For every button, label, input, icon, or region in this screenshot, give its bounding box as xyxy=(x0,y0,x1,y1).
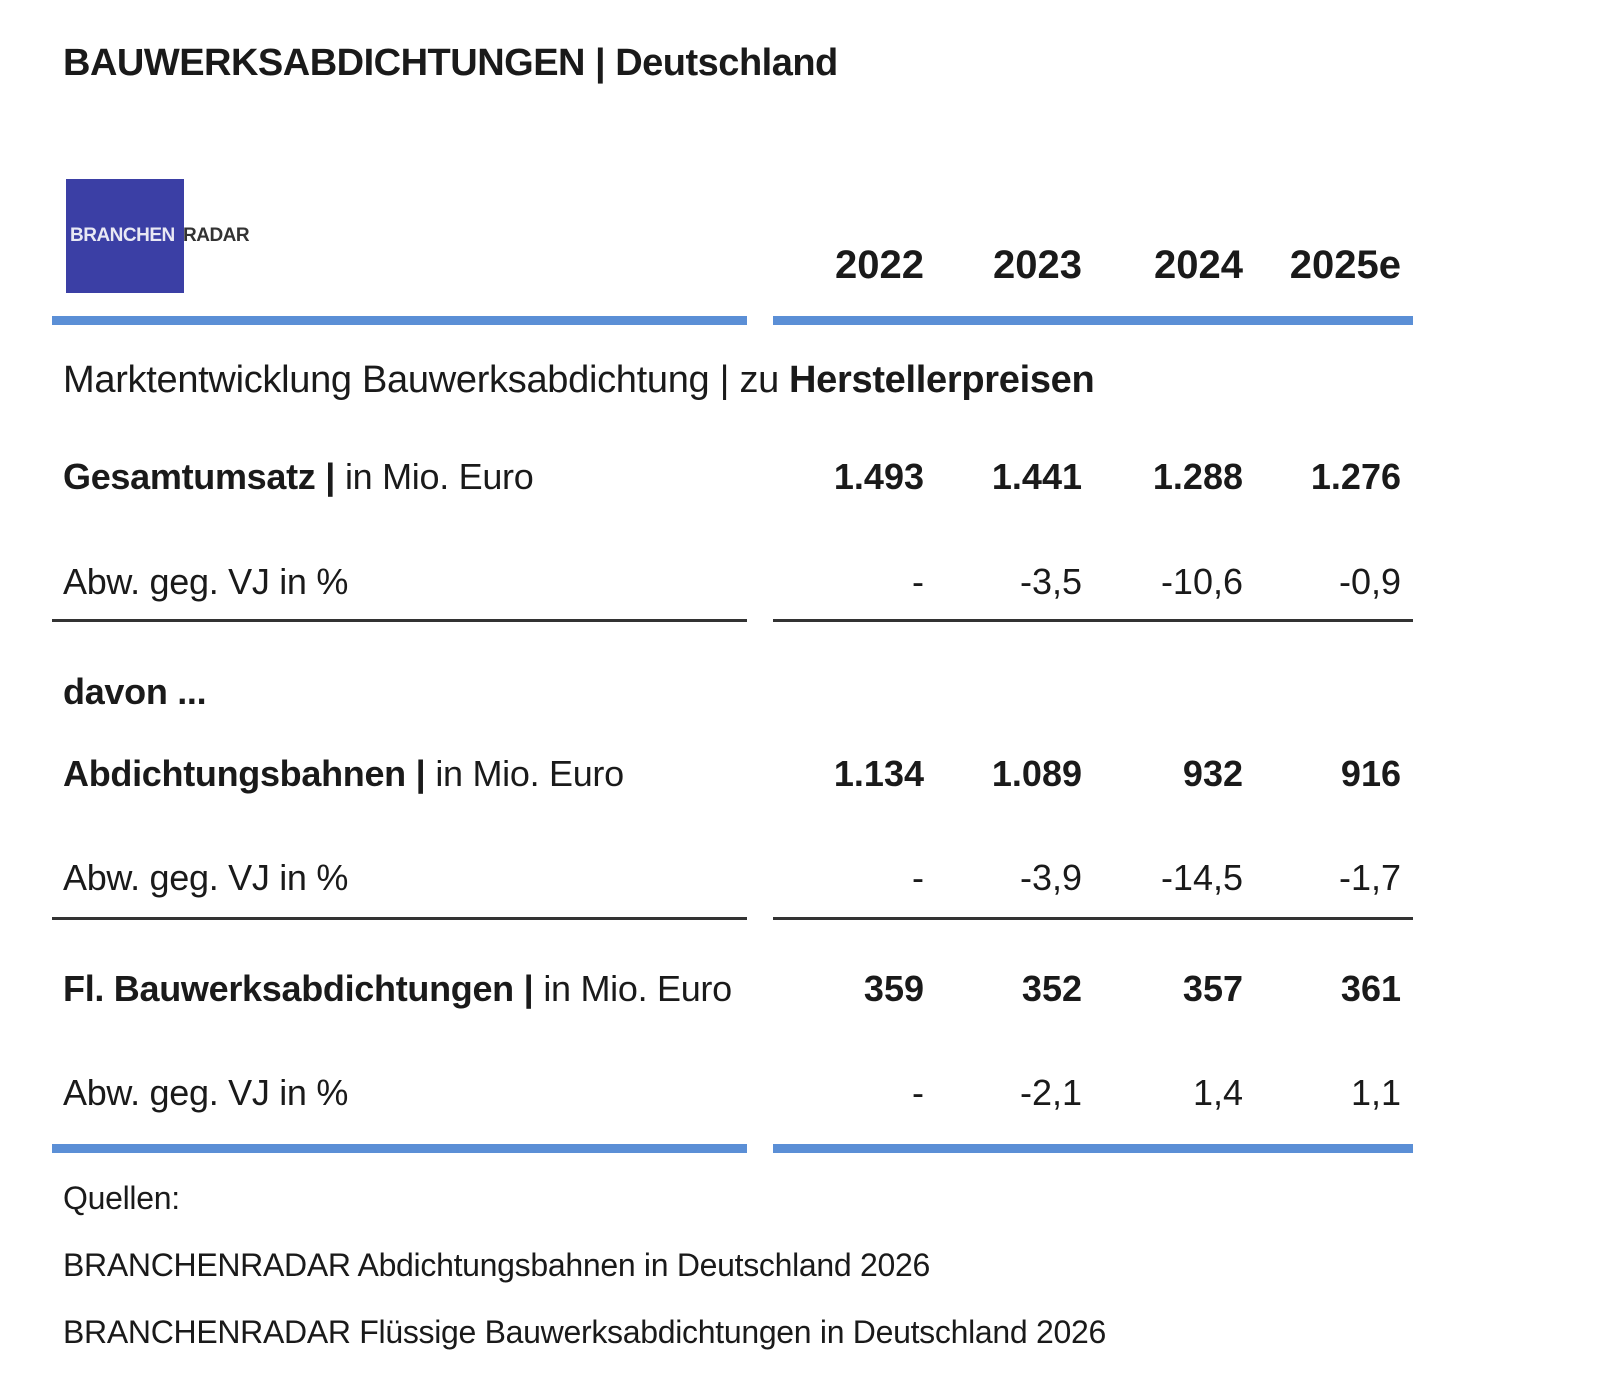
cell: 1.441 xyxy=(991,456,1082,497)
section-label: Marktentwicklung Bauwerksabdichtung | zu xyxy=(63,359,780,401)
rule xyxy=(773,316,1413,325)
cell: -3,9 xyxy=(1019,857,1082,898)
cell: 1,4 xyxy=(1192,1072,1243,1113)
row-label: Abw. geg. VJ in % xyxy=(63,857,349,898)
row-name: Gesamtumsatz | xyxy=(63,456,335,497)
column-header: 2024 xyxy=(1154,243,1243,287)
row-label: Fl. Bauwerksabdichtungen | in Mio. Euro xyxy=(63,971,732,1007)
rule xyxy=(773,917,1413,920)
column-header: 2025e xyxy=(1289,243,1401,287)
cell: 1.089 xyxy=(991,753,1082,794)
column-header: 2023 xyxy=(993,243,1082,287)
cell: 1.276 xyxy=(1310,456,1401,497)
row-unit: in Mio. Euro xyxy=(543,968,732,1009)
cell: 361 xyxy=(1340,968,1401,1009)
cell: -14,5 xyxy=(1160,857,1243,898)
cell: - xyxy=(912,561,924,602)
cell: 357 xyxy=(1182,968,1243,1009)
cell: 1.134 xyxy=(833,753,924,794)
cell: - xyxy=(912,857,924,898)
cell: -2,1 xyxy=(1019,1072,1082,1113)
cell: 359 xyxy=(863,968,924,1009)
cell: 352 xyxy=(1021,968,1082,1009)
rule xyxy=(773,619,1413,622)
section-emphasis: Herstellerpreisen xyxy=(789,359,1095,401)
row-label: Gesamtumsatz | in Mio. Euro xyxy=(63,456,534,497)
row-label: Abdichtungsbahnen | in Mio. Euro xyxy=(63,756,624,792)
row-name: Abdichtungsbahnen | xyxy=(63,753,426,794)
logo-text: RADAR xyxy=(183,225,250,246)
cell: 1.493 xyxy=(833,456,924,497)
row-unit: in Mio. Euro xyxy=(344,456,534,497)
column-header: 2022 xyxy=(835,243,924,287)
cell: -1,7 xyxy=(1338,857,1401,898)
logo xyxy=(66,179,184,293)
rule xyxy=(52,316,747,325)
cell: -3,5 xyxy=(1019,561,1082,602)
page-title: BAUWERKSABDICHTUNGEN | Deutschland xyxy=(63,42,838,84)
group-intro: davon ... xyxy=(63,671,207,712)
source: BRANCHENRADAR Abdichtungsbahnen in Deuts… xyxy=(63,1247,930,1283)
rule xyxy=(52,917,747,920)
rule xyxy=(773,1144,1413,1153)
cell: -0,9 xyxy=(1338,561,1401,602)
row-name: Fl. Bauwerksabdichtungen | xyxy=(63,968,534,1009)
rule xyxy=(52,619,747,622)
cell: 932 xyxy=(1182,753,1243,794)
section-heading: Marktentwicklung Bauwerksabdichtung | zu… xyxy=(63,359,1095,401)
cell: 916 xyxy=(1340,753,1401,794)
source: BRANCHENRADAR Flüssige Bauwerksabdichtun… xyxy=(63,1314,1106,1350)
logo-text: BRANCHEN xyxy=(70,225,175,246)
sources-heading: Quellen: xyxy=(63,1180,180,1216)
cell: 1,1 xyxy=(1350,1072,1401,1113)
row-label: Abw. geg. VJ in % xyxy=(63,1072,349,1113)
row-unit: in Mio. Euro xyxy=(435,753,624,794)
cell: 1.288 xyxy=(1152,456,1243,497)
cell: -10,6 xyxy=(1160,561,1243,602)
row-label: Abw. geg. VJ in % xyxy=(63,561,349,602)
cell: - xyxy=(912,1072,924,1113)
rule xyxy=(52,1144,747,1153)
